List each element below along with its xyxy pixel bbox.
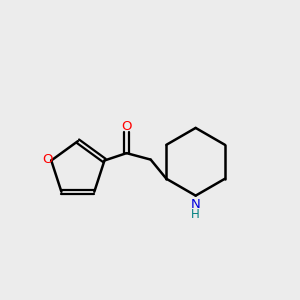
Text: H: H <box>191 208 200 221</box>
Text: O: O <box>121 119 132 133</box>
Text: N: N <box>191 198 200 211</box>
Text: O: O <box>43 153 53 167</box>
